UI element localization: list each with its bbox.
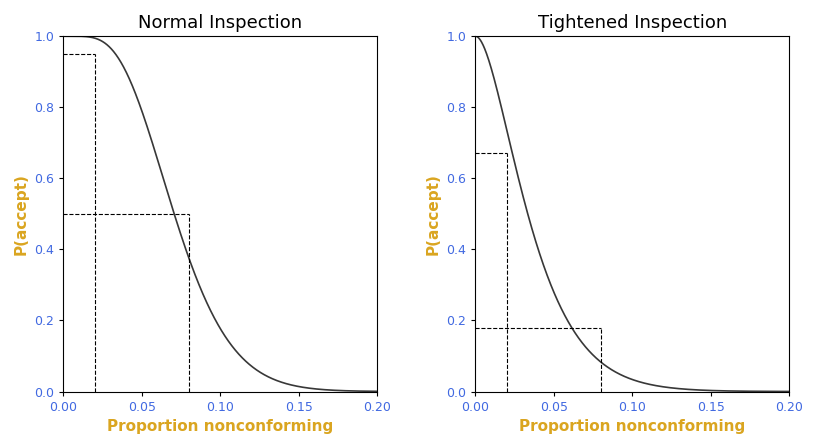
Title: Tightened Inspection: Tightened Inspection	[538, 14, 727, 32]
X-axis label: Proportion nonconforming: Proportion nonconforming	[107, 419, 333, 434]
Y-axis label: P(accept): P(accept)	[426, 173, 441, 255]
Title: Normal Inspection: Normal Inspection	[138, 14, 302, 32]
Y-axis label: P(accept): P(accept)	[14, 173, 29, 255]
X-axis label: Proportion nonconforming: Proportion nonconforming	[519, 419, 745, 434]
